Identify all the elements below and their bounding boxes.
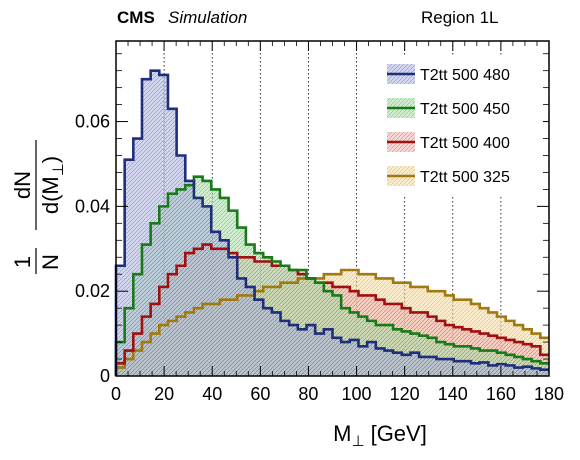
subtitle-label: Simulation [168, 8, 247, 27]
series-line-2 [114, 243, 549, 376]
y-tick-label: 0.02 [75, 281, 110, 301]
x-tick-label: 20 [154, 384, 174, 404]
series-line-1 [114, 175, 549, 376]
x-tick-label: 120 [390, 384, 420, 404]
legend-label: T2tt 500 400 [420, 135, 510, 152]
legend-entry-1: T2tt 500 450 [387, 98, 510, 118]
series-line-3 [114, 268, 549, 376]
legend-entry-3: T2tt 500 325 [387, 166, 510, 186]
x-axis-title-unit: [GeV] [371, 421, 427, 446]
axis-ticks [115, 41, 550, 377]
y-tick-labels: 0 0.02 0.04 0.06 [75, 112, 110, 386]
x-tick-label: 40 [202, 384, 222, 404]
x-tick-label: 0 [111, 384, 121, 404]
y-tick-label: 0.04 [75, 196, 110, 216]
legend: T2tt 500 480 T2tt 500 450 T2tt 500 400 T2tt… [387, 64, 510, 186]
y-axis-title-num: dN [10, 171, 35, 199]
x-axis-title: M⊥ [GeV] [333, 421, 427, 450]
experiment-label: CMS [117, 8, 155, 27]
series-lines [114, 69, 549, 376]
y-axis-title-frac-den: N [38, 254, 63, 270]
y-axis-den-post: ) [38, 156, 63, 163]
region-label: Region 1L [421, 8, 499, 27]
y-tick-label: 0.06 [75, 112, 110, 132]
legend-label: T2tt 500 450 [420, 101, 510, 118]
y-axis-title-den: d(M⊥) [38, 156, 67, 214]
legend-entry-2: T2tt 500 400 [387, 132, 510, 152]
x-axis-title-var: M [333, 421, 351, 446]
x-tick-label: 140 [438, 384, 468, 404]
x-tick-label: 180 [534, 384, 564, 404]
x-tick-label: 160 [486, 384, 516, 404]
x-tick-label: 80 [298, 384, 318, 404]
y-axis-title: 1 N dN d(M⊥) [10, 140, 67, 274]
y-tick-label: 0 [100, 366, 110, 386]
y-axis-den-sub: ⊥ [50, 163, 67, 176]
y-axis-title-frac-num: 1 [10, 256, 35, 268]
legend-label: T2tt 500 480 [420, 67, 510, 84]
y-axis-den-pre: d( [38, 194, 63, 214]
series-line-0 [114, 69, 549, 376]
x-tick-labels: 0 20 40 60 80 100 120 140 160 180 [111, 384, 564, 404]
legend-entry-0: T2tt 500 480 [387, 64, 510, 84]
x-tick-label: 60 [250, 384, 270, 404]
legend-label: T2tt 500 325 [420, 169, 510, 186]
y-axis-den-var: M [38, 176, 63, 194]
x-axis-title-sub: ⊥ [352, 433, 365, 450]
x-tick-label: 100 [342, 384, 372, 404]
